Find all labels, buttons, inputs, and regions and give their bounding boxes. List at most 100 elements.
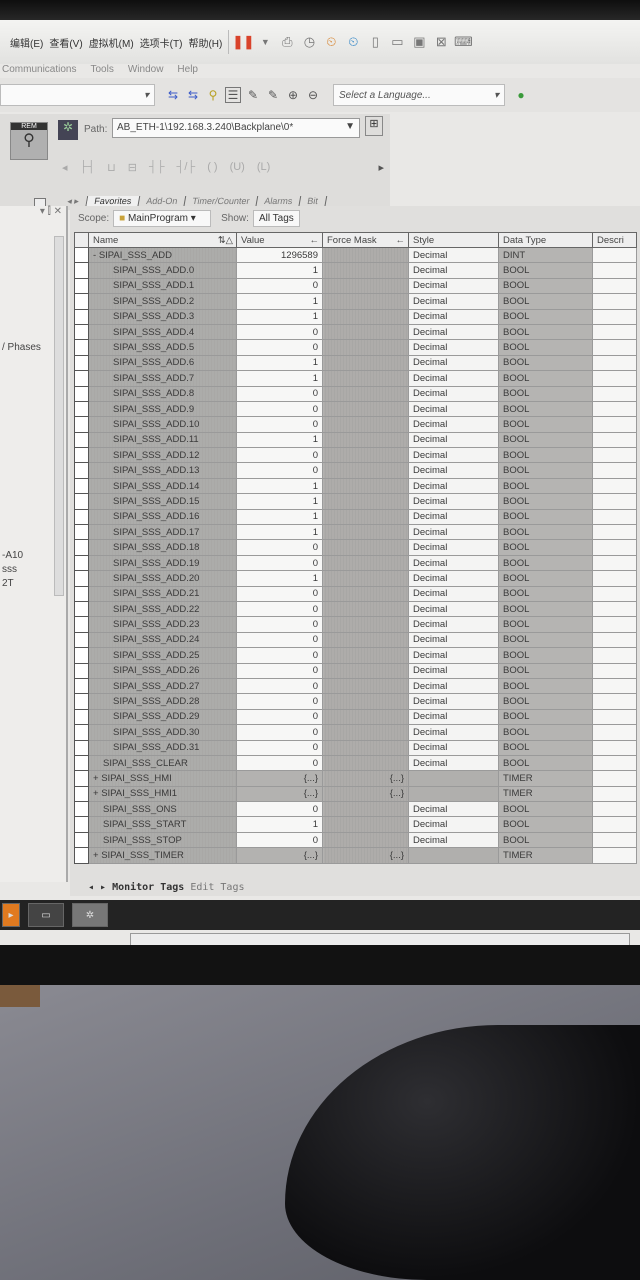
tag-data-type[interactable]: BOOL xyxy=(498,647,593,664)
table-row[interactable]: SIPAI_SSS_ADD.27 0 Decimal BOOL xyxy=(74,677,637,695)
menu-vm[interactable]: 虚拟机(M) xyxy=(88,38,134,50)
tag-description[interactable] xyxy=(592,847,637,864)
tag-style[interactable]: Decimal xyxy=(408,477,499,495)
tag-name[interactable]: SIPAI_SSS_ADD.10 xyxy=(88,416,237,433)
tag-value[interactable]: 0 xyxy=(236,277,323,295)
table-row[interactable]: SIPAI_SSS_STOP 0 Decimal BOOL xyxy=(74,831,637,849)
row-selector[interactable] xyxy=(74,585,89,602)
table-row[interactable]: SIPAI_SSS_ADD.3 1 Decimal BOOL xyxy=(74,308,637,325)
tag-name[interactable]: SIPAI_SSS_ADD.17 xyxy=(88,524,237,541)
table-row[interactable]: SIPAI_SSS_ADD.19 0 Decimal BOOL xyxy=(74,554,637,572)
row-selector[interactable] xyxy=(74,831,89,849)
xic-icon[interactable]: ┤├ xyxy=(148,161,165,173)
tag-data-type[interactable]: BOOL xyxy=(498,585,593,602)
tag-description[interactable] xyxy=(592,508,637,526)
row-selector[interactable] xyxy=(74,570,89,587)
row-selector[interactable] xyxy=(74,323,89,341)
row-selector[interactable] xyxy=(74,308,89,325)
tag-data-type[interactable]: BOOL xyxy=(498,539,593,556)
table-row[interactable]: SIPAI_SSS_ADD.11 1 Decimal BOOL xyxy=(74,431,637,449)
tag-name[interactable]: SIPAI_SSS_ADD.7 xyxy=(88,370,237,387)
tag-style[interactable]: Decimal xyxy=(408,677,499,695)
table-row[interactable]: SIPAI_SSS_ADD.5 0 Decimal BOOL xyxy=(74,339,637,356)
organizer-scrollbar[interactable] xyxy=(54,236,64,596)
row-selector[interactable] xyxy=(74,693,89,710)
tag-description[interactable] xyxy=(592,754,637,772)
pause-icon[interactable]: ❚❚ xyxy=(232,34,255,49)
tag-force-mask[interactable] xyxy=(322,585,409,602)
tag-force-mask[interactable] xyxy=(322,262,409,279)
tag-value[interactable]: {...} xyxy=(236,785,323,803)
tag-value[interactable]: 1296589 xyxy=(236,246,323,264)
tag-force-mask[interactable] xyxy=(322,524,409,541)
menu-view[interactable]: 查看(V) xyxy=(49,38,83,50)
table-row[interactable]: - SIPAI_SSS_ADD 1296589 Decimal DINT xyxy=(74,246,637,264)
tag-style[interactable]: Decimal xyxy=(408,585,499,602)
tag-value[interactable]: 1 xyxy=(236,508,323,526)
row-selector[interactable] xyxy=(74,431,89,449)
tag-style[interactable]: Decimal xyxy=(408,508,499,526)
tag-force-mask[interactable]: {...} xyxy=(322,770,409,787)
tag-data-type[interactable]: BOOL xyxy=(498,400,593,418)
tag-data-type[interactable]: BOOL xyxy=(498,801,593,818)
table-row[interactable]: SIPAI_SSS_ADD.31 0 Decimal BOOL xyxy=(74,739,637,756)
tab-scroll-arrows[interactable]: ◂ ▸ xyxy=(88,882,107,893)
sort-icon[interactable]: ⇅△ xyxy=(217,234,233,246)
table-row[interactable]: SIPAI_SSS_ADD.23 0 Decimal BOOL xyxy=(74,616,637,633)
tag-value[interactable]: {...} xyxy=(236,847,323,864)
tag-name[interactable]: SIPAI_SSS_ADD.4 xyxy=(88,323,237,341)
table-row[interactable]: SIPAI_SSS_ADD.8 0 Decimal BOOL xyxy=(74,385,637,402)
tag-force-mask[interactable] xyxy=(322,816,409,833)
table-row[interactable]: SIPAI_SSS_ADD.13 0 Decimal BOOL xyxy=(74,462,637,479)
organizer-item[interactable]: 2T xyxy=(2,578,14,589)
tag-force-mask[interactable] xyxy=(322,477,409,495)
tag-description[interactable] xyxy=(592,323,637,341)
go-back-icon[interactable]: ⇆ xyxy=(167,88,179,102)
col-data-type[interactable]: Data Type xyxy=(498,232,593,248)
menu-tools[interactable]: Tools xyxy=(90,64,114,75)
tag-value[interactable]: 0 xyxy=(236,662,323,679)
tag-name[interactable]: SIPAI_SSS_STOP xyxy=(88,831,237,849)
row-selector[interactable] xyxy=(74,524,89,541)
tag-data-type[interactable]: TIMER xyxy=(498,847,593,864)
tag-description[interactable] xyxy=(592,431,637,449)
tag-name[interactable]: SIPAI_SSS_ADD.20 xyxy=(88,570,237,587)
tag-value[interactable]: 1 xyxy=(236,293,323,310)
tag-style[interactable]: Decimal xyxy=(408,447,499,464)
start-icon[interactable]: ▸ xyxy=(2,903,20,927)
expand-icon[interactable]: + xyxy=(93,772,102,784)
tag-name[interactable]: SIPAI_SSS_ADD.28 xyxy=(88,693,237,710)
tag-name[interactable]: SIPAI_SSS_ADD.31 xyxy=(88,739,237,756)
branch-icon[interactable]: ⊔ xyxy=(107,161,116,174)
tag-description[interactable] xyxy=(592,801,637,818)
row-selector[interactable] xyxy=(74,724,89,741)
tag-style[interactable]: Decimal xyxy=(408,431,499,449)
tag-data-type[interactable]: BOOL xyxy=(498,662,593,679)
tag-force-mask[interactable] xyxy=(322,246,409,264)
table-row[interactable]: SIPAI_SSS_ADD.4 0 Decimal BOOL xyxy=(74,323,637,341)
tag-name[interactable]: + SIPAI_SSS_TIMER xyxy=(88,847,237,864)
tag-description[interactable] xyxy=(592,662,637,679)
tag-name[interactable]: SIPAI_SSS_ONS xyxy=(88,801,237,818)
tag-description[interactable] xyxy=(592,308,637,325)
find-icon[interactable]: ⚲ xyxy=(208,88,218,102)
table-row[interactable]: SIPAI_SSS_ONS 0 Decimal BOOL xyxy=(74,801,637,818)
tag-force-mask[interactable] xyxy=(322,339,409,356)
tag-style[interactable]: Decimal xyxy=(408,385,499,402)
edit-icon[interactable]: ✎ xyxy=(247,88,259,102)
tag-description[interactable] xyxy=(592,293,637,310)
tag-value[interactable]: 1 xyxy=(236,524,323,541)
tag-style[interactable]: Decimal xyxy=(408,631,499,649)
tag-style[interactable]: Decimal xyxy=(408,416,499,433)
tag-data-type[interactable]: BOOL xyxy=(498,524,593,541)
table-row[interactable]: SIPAI_SSS_ADD.21 0 Decimal BOOL xyxy=(74,585,637,602)
tag-description[interactable] xyxy=(592,339,637,356)
tag-force-mask[interactable] xyxy=(322,385,409,402)
row-selector[interactable] xyxy=(74,539,89,556)
row-selector[interactable] xyxy=(74,462,89,479)
tag-style[interactable]: Decimal xyxy=(408,816,499,833)
tag-name[interactable]: + SIPAI_SSS_HMI1 xyxy=(88,785,237,803)
tag-description[interactable] xyxy=(592,462,637,479)
tag-style[interactable]: Decimal xyxy=(408,370,499,387)
tag-force-mask[interactable] xyxy=(322,754,409,772)
